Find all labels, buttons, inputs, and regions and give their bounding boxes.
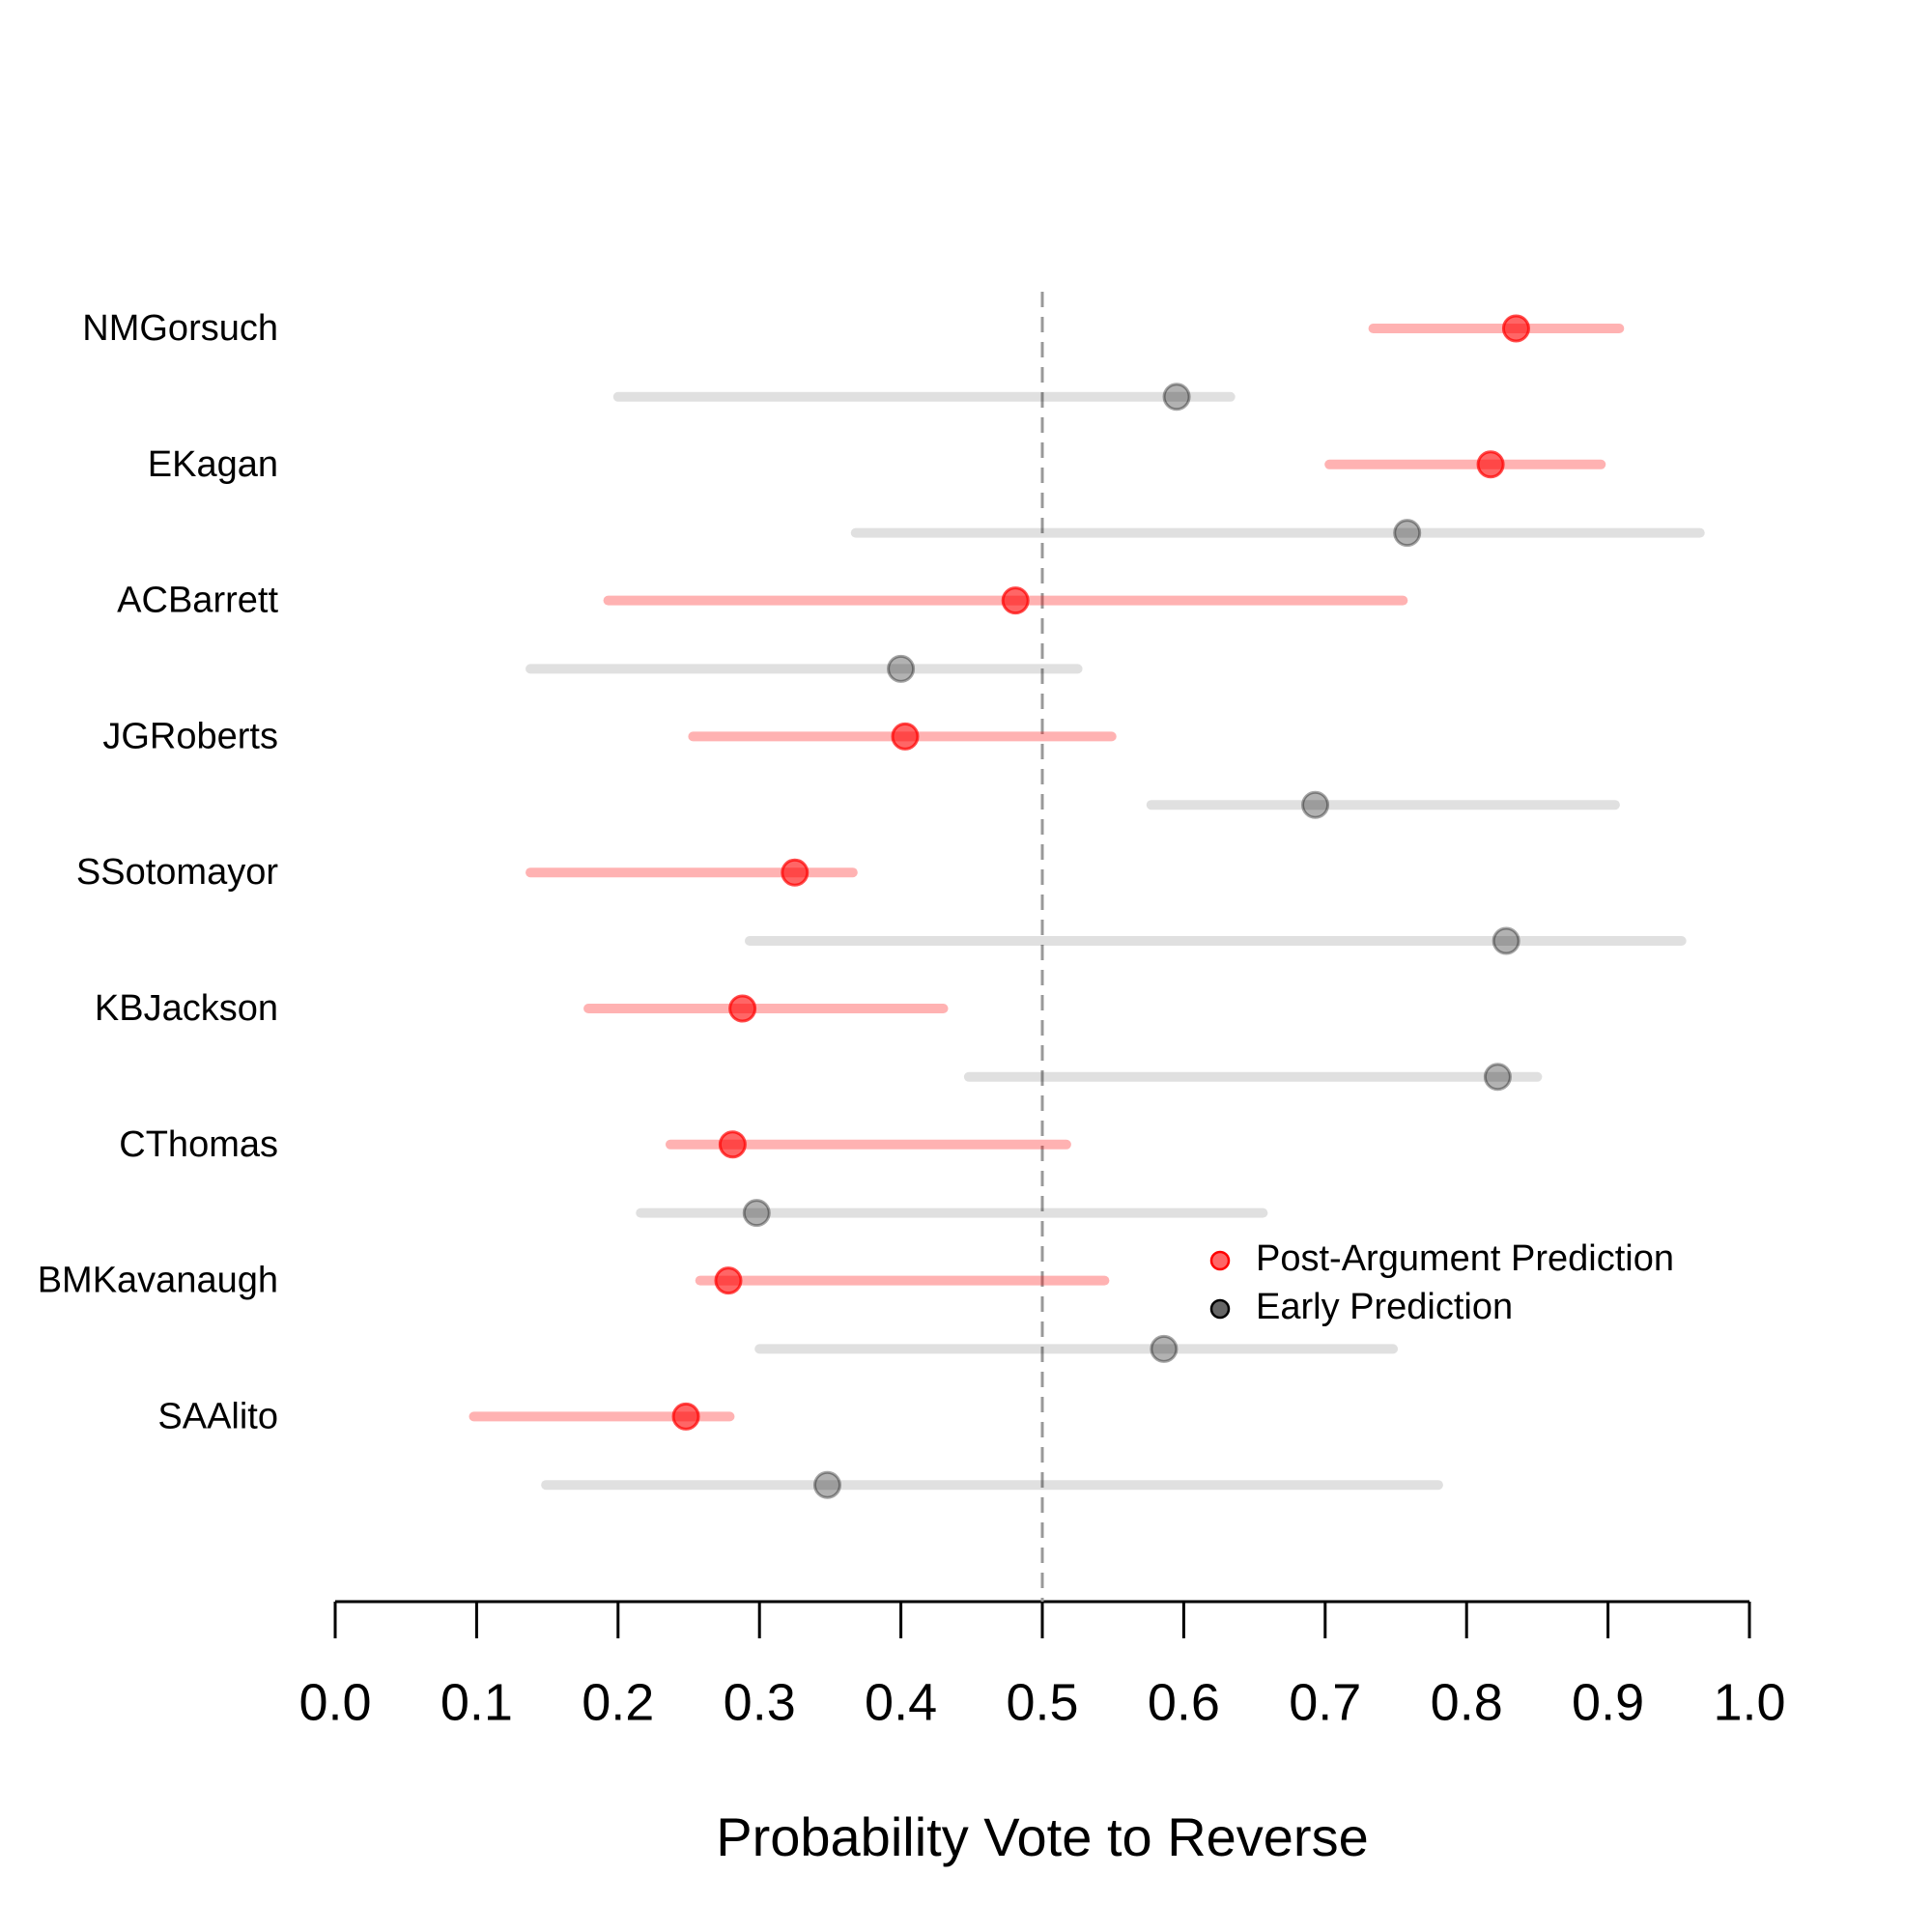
category-label: SSotomayor [76, 852, 278, 893]
point [781, 858, 810, 887]
legend-label: Post-Argument Prediction [1256, 1238, 1674, 1279]
x-tick-label: 0.0 [298, 1673, 371, 1731]
x-tick-label: 0.7 [1289, 1673, 1361, 1731]
x-tick-label: 0.9 [1572, 1673, 1644, 1731]
point [1476, 450, 1505, 479]
x-tick-label: 0.3 [724, 1673, 796, 1731]
point [1492, 926, 1520, 955]
legend-marker [1209, 1298, 1231, 1320]
point [742, 1199, 771, 1228]
category-label: ACBarrett [117, 581, 278, 621]
category-label: SAAlito [157, 1396, 278, 1436]
point [671, 1402, 700, 1431]
point [1483, 1063, 1512, 1092]
x-tick-label: 0.2 [582, 1673, 654, 1731]
category-label: EKagan [148, 444, 278, 485]
legend-label: Early Prediction [1256, 1287, 1513, 1327]
category-label: JGRoberts [102, 716, 278, 756]
point [891, 722, 920, 751]
point [1501, 314, 1530, 343]
x-tick-label: 0.6 [1148, 1673, 1220, 1731]
category-label: NMGorsuch [82, 308, 278, 349]
point [1001, 586, 1030, 615]
x-axis-title: Probability Vote to Reverse [716, 1806, 1368, 1867]
x-tick-label: 0.1 [440, 1673, 513, 1731]
point [812, 1470, 841, 1499]
point [718, 1130, 747, 1159]
point [714, 1266, 743, 1295]
point [887, 654, 916, 683]
x-tick-label: 0.8 [1431, 1673, 1503, 1731]
point [1393, 519, 1422, 548]
point [1150, 1334, 1179, 1363]
legend-marker [1209, 1250, 1231, 1271]
x-tick-label: 0.4 [865, 1673, 937, 1731]
point [1301, 790, 1330, 819]
point [1162, 383, 1191, 412]
category-label: CThomas [119, 1124, 278, 1165]
x-tick-label: 0.5 [1006, 1673, 1078, 1731]
point [728, 994, 757, 1023]
x-tick-label: 1.0 [1713, 1673, 1785, 1731]
category-label: BMKavanaugh [38, 1261, 278, 1301]
category-label: KBJackson [95, 988, 278, 1029]
